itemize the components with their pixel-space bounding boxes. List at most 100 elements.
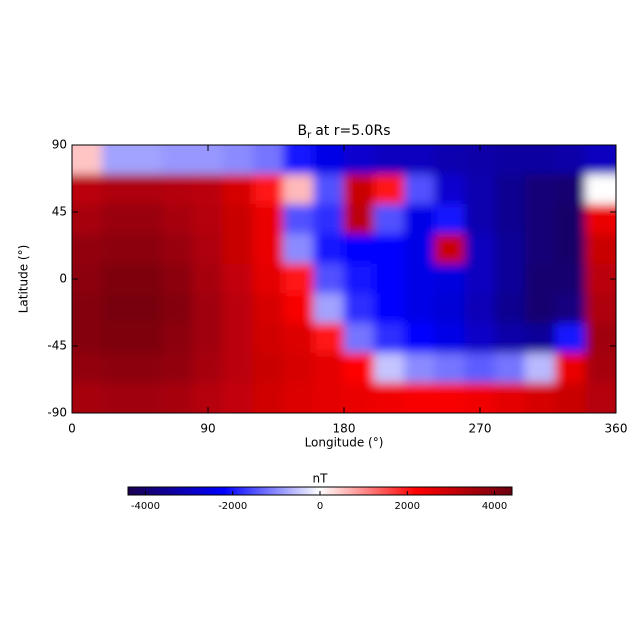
heatmap-cell	[101, 204, 133, 235]
heatmap-cell	[555, 352, 587, 384]
heatmap-cell	[464, 204, 496, 235]
heatmap-cell	[72, 323, 103, 354]
heatmap-cell	[343, 263, 375, 295]
heatmap-cell	[131, 174, 164, 206]
heatmap-cell	[222, 323, 254, 354]
heatmap-cell	[494, 174, 526, 206]
heatmap-cell	[555, 382, 587, 413]
heatmap-cell	[403, 233, 436, 265]
x-tick-label: 0	[68, 422, 76, 436]
heatmap-cell	[162, 293, 194, 325]
x-tick-label: 360	[605, 422, 628, 436]
heatmap-cell	[162, 233, 194, 265]
heatmap-cell	[555, 174, 587, 206]
heatmap-cell	[192, 263, 224, 295]
y-tick-label: 45	[52, 205, 67, 219]
heatmap-cell	[343, 233, 375, 265]
heatmap-cell	[101, 233, 133, 265]
heatmap-cell	[162, 174, 194, 206]
heatmap-cell	[434, 352, 466, 384]
y-tick-label: 0	[59, 272, 67, 286]
heatmap-cell	[313, 352, 345, 384]
title-subscript: r	[307, 130, 312, 141]
heatmap-cell	[101, 263, 133, 295]
heatmap-cell	[101, 382, 133, 413]
heatmap-cell	[343, 382, 375, 413]
heatmap-cell	[403, 174, 436, 206]
heatmap-cell	[72, 352, 103, 384]
heatmap-cell	[222, 145, 254, 176]
heatmap-cell	[494, 352, 526, 384]
heatmap-cell	[464, 263, 496, 295]
heatmap-cell	[313, 293, 345, 325]
heatmap-cell	[252, 352, 285, 384]
heatmap-cell	[101, 145, 133, 176]
chart-title: Br at r=5.0Rs	[297, 123, 390, 141]
heatmap-cell	[101, 352, 133, 384]
colorbar-tick-label: 2000	[395, 501, 420, 512]
heatmap-cell	[283, 293, 315, 325]
heatmap-cell	[555, 233, 587, 265]
y-axis-label: Latitude (°)	[17, 245, 31, 314]
heatmap-cell	[524, 263, 557, 295]
heatmap-cell	[373, 233, 405, 265]
heatmap-cell	[252, 204, 285, 235]
heatmap-cell	[373, 352, 405, 384]
heatmap-cell	[464, 233, 496, 265]
heatmap-cell	[434, 293, 466, 325]
x-tick-label: 90	[200, 422, 215, 436]
heatmap-cell	[72, 204, 103, 235]
heatmap-cell	[283, 145, 315, 176]
heatmap-cell	[464, 293, 496, 325]
heatmap-cell	[585, 233, 616, 265]
heatmap-cell	[585, 323, 616, 354]
heatmap-cell	[585, 352, 616, 384]
heatmap-cell	[131, 204, 164, 235]
heatmap-cell	[283, 233, 315, 265]
heatmap-cell	[464, 323, 496, 354]
heatmap-cell	[72, 145, 103, 176]
heatmap-cell	[585, 145, 616, 176]
title-text: at r=5.0Rs	[315, 123, 390, 139]
heatmap-cell	[72, 293, 103, 325]
heatmap-cell	[192, 204, 224, 235]
heatmap-cell	[434, 263, 466, 295]
heatmap-cell	[72, 233, 103, 265]
heatmap-cell	[283, 352, 315, 384]
heatmap-cell	[252, 323, 285, 354]
heatmap-cell	[524, 145, 557, 176]
y-tick-label: -45	[47, 339, 67, 353]
x-axis-label: Longitude (°)	[305, 436, 384, 450]
heatmap-cell	[555, 263, 587, 295]
heatmap-cell	[131, 323, 164, 354]
heatmap-cell	[72, 174, 103, 206]
heatmap-cell	[313, 323, 345, 354]
heatmap-cell	[434, 204, 466, 235]
heatmap-cell	[283, 263, 315, 295]
heatmap-cell	[131, 382, 164, 413]
heatmap-cell	[403, 323, 436, 354]
heatmap-cell	[434, 174, 466, 206]
heatmap-cell	[585, 382, 616, 413]
heatmap-cell	[162, 263, 194, 295]
heatmap	[72, 145, 616, 413]
heatmap-cell	[131, 145, 164, 176]
heatmap-cell	[524, 204, 557, 235]
heatmap-cell	[131, 233, 164, 265]
heatmap-cell	[222, 382, 254, 413]
y-tick-label: 90	[52, 138, 67, 152]
heatmap-cell	[524, 323, 557, 354]
heatmap-cell	[555, 204, 587, 235]
heatmap-cell	[283, 323, 315, 354]
heatmap-cell	[222, 293, 254, 325]
heatmap-cell	[252, 233, 285, 265]
heatmap-cell	[524, 174, 557, 206]
heatmap-cell	[343, 174, 375, 206]
heatmap-cell	[192, 352, 224, 384]
heatmap-cell	[252, 263, 285, 295]
heatmap-cell	[494, 323, 526, 354]
heatmap-cell	[494, 263, 526, 295]
heatmap-cell	[494, 145, 526, 176]
heatmap-cell	[313, 382, 345, 413]
heatmap-cell	[494, 233, 526, 265]
